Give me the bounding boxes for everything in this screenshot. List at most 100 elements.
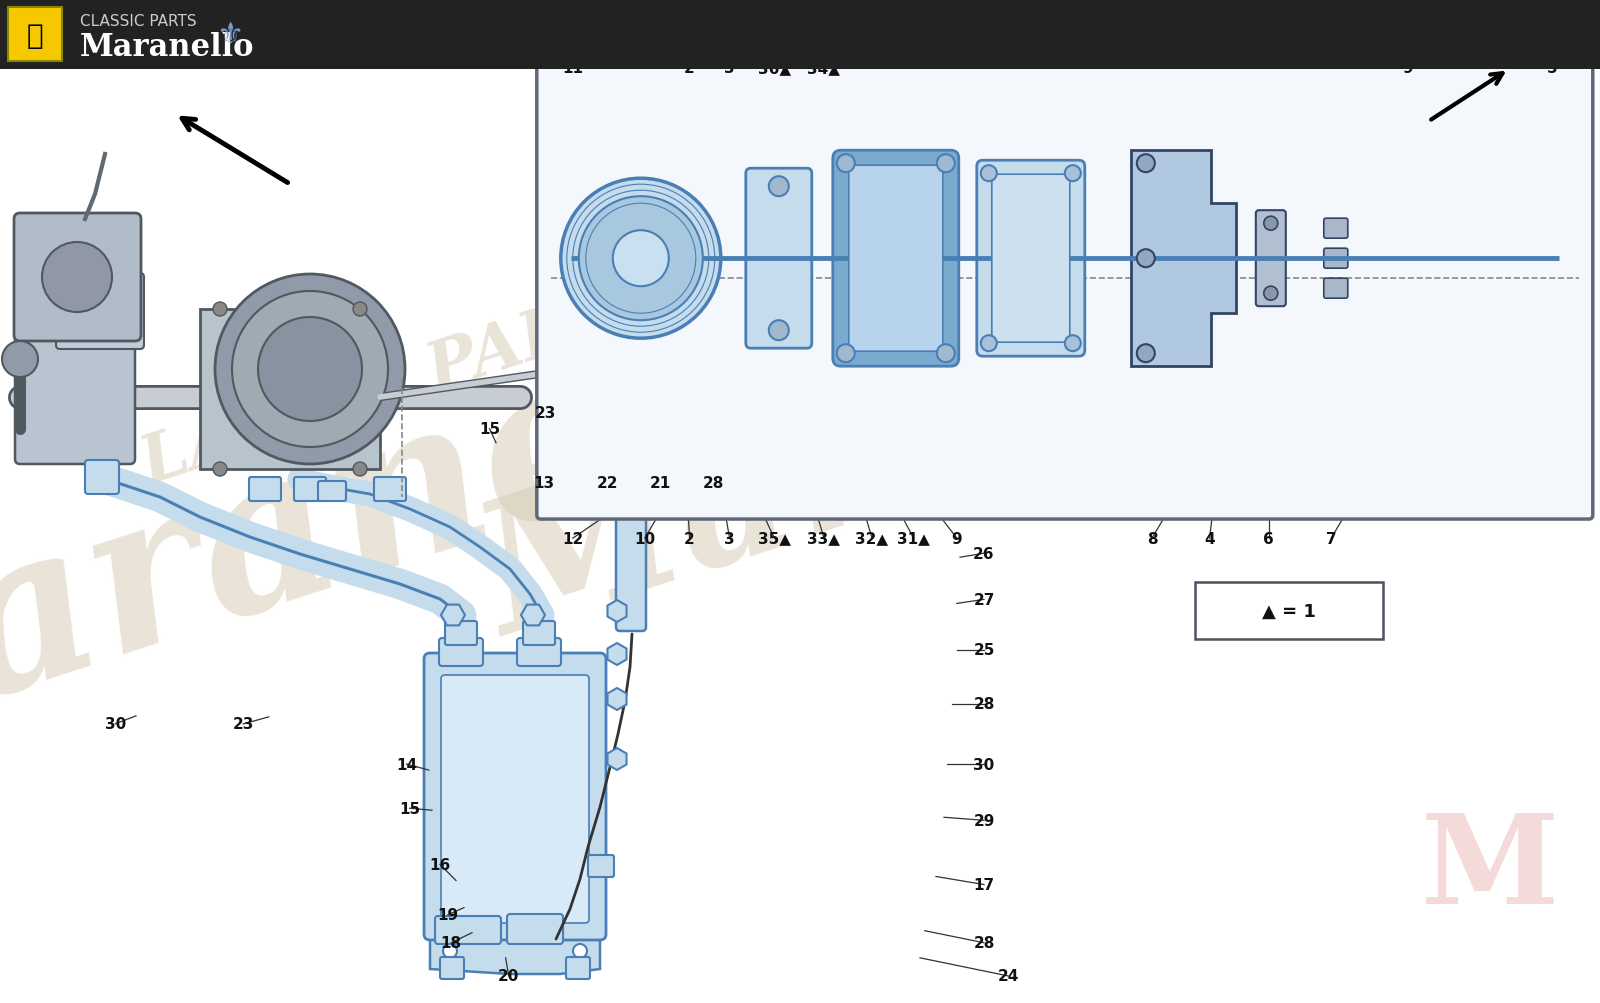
FancyBboxPatch shape xyxy=(14,335,134,464)
Circle shape xyxy=(613,231,669,287)
Text: 11: 11 xyxy=(562,61,584,75)
Circle shape xyxy=(981,336,997,352)
Text: 3: 3 xyxy=(725,61,734,75)
Text: 30: 30 xyxy=(973,757,995,771)
Text: 24: 24 xyxy=(997,969,1019,983)
Circle shape xyxy=(562,179,722,339)
Text: 19: 19 xyxy=(437,908,459,922)
FancyBboxPatch shape xyxy=(1256,211,1286,307)
FancyBboxPatch shape xyxy=(1323,249,1347,269)
Text: 33▲: 33▲ xyxy=(808,532,840,546)
Text: 29: 29 xyxy=(973,813,995,827)
Text: ⚜: ⚜ xyxy=(216,21,243,50)
Circle shape xyxy=(443,944,458,958)
Text: 36▲: 36▲ xyxy=(758,61,790,75)
Text: 14: 14 xyxy=(395,757,418,771)
Text: 22: 22 xyxy=(597,476,619,490)
Circle shape xyxy=(837,345,854,363)
Text: 31▲: 31▲ xyxy=(898,532,930,546)
Text: 9: 9 xyxy=(952,532,962,546)
Text: 10: 10 xyxy=(634,532,656,546)
Text: 34▲: 34▲ xyxy=(808,61,840,75)
Text: 17: 17 xyxy=(973,878,995,892)
Text: 28: 28 xyxy=(973,936,995,950)
Text: CLASSIC PARTS: CLASSIC PARTS xyxy=(80,14,197,29)
FancyBboxPatch shape xyxy=(8,8,62,62)
Text: Maranello: Maranello xyxy=(462,187,1498,673)
Circle shape xyxy=(213,462,227,476)
Text: 28: 28 xyxy=(973,697,995,711)
Text: 🐴: 🐴 xyxy=(27,22,43,50)
Text: 7: 7 xyxy=(1326,532,1336,546)
Text: 4: 4 xyxy=(1205,532,1214,546)
Text: 15: 15 xyxy=(398,801,421,815)
Text: 5: 5 xyxy=(1547,61,1557,75)
Polygon shape xyxy=(442,605,466,626)
Circle shape xyxy=(579,197,702,321)
Text: 2: 2 xyxy=(685,61,694,75)
FancyBboxPatch shape xyxy=(1195,583,1382,639)
FancyBboxPatch shape xyxy=(507,914,563,944)
FancyBboxPatch shape xyxy=(1323,279,1347,299)
Text: 28: 28 xyxy=(702,476,725,490)
FancyBboxPatch shape xyxy=(0,0,1600,70)
Circle shape xyxy=(547,350,589,389)
Text: 30: 30 xyxy=(104,717,126,731)
Circle shape xyxy=(938,345,955,363)
Polygon shape xyxy=(200,310,381,469)
FancyBboxPatch shape xyxy=(294,477,326,502)
Text: CLASSIC PARTS: CLASSIC PARTS xyxy=(83,266,677,514)
FancyBboxPatch shape xyxy=(1323,219,1347,239)
Text: Maranello: Maranello xyxy=(0,240,938,818)
Polygon shape xyxy=(522,605,546,626)
FancyBboxPatch shape xyxy=(424,653,606,940)
Polygon shape xyxy=(608,748,627,770)
FancyBboxPatch shape xyxy=(992,175,1070,343)
Text: 18: 18 xyxy=(440,936,462,950)
FancyBboxPatch shape xyxy=(442,675,589,923)
Circle shape xyxy=(214,275,405,464)
FancyBboxPatch shape xyxy=(250,477,282,502)
Circle shape xyxy=(606,362,643,397)
FancyBboxPatch shape xyxy=(374,477,406,502)
Circle shape xyxy=(232,292,387,447)
FancyBboxPatch shape xyxy=(523,622,555,645)
FancyBboxPatch shape xyxy=(435,916,501,944)
Text: 6: 6 xyxy=(1264,532,1274,546)
Polygon shape xyxy=(1131,151,1235,367)
FancyBboxPatch shape xyxy=(517,638,562,666)
FancyBboxPatch shape xyxy=(616,475,646,631)
Text: ▲ = 1: ▲ = 1 xyxy=(1262,602,1315,620)
Circle shape xyxy=(1138,155,1155,174)
Circle shape xyxy=(618,458,645,486)
Text: Maranello: Maranello xyxy=(80,32,254,63)
FancyBboxPatch shape xyxy=(978,161,1085,357)
Text: M: M xyxy=(1421,808,1558,930)
Text: 12: 12 xyxy=(562,532,584,546)
Circle shape xyxy=(354,303,366,317)
Circle shape xyxy=(213,303,227,317)
FancyBboxPatch shape xyxy=(85,460,118,494)
Circle shape xyxy=(258,318,362,421)
Circle shape xyxy=(1138,250,1155,268)
Polygon shape xyxy=(608,688,627,710)
Text: 26: 26 xyxy=(973,547,995,561)
FancyBboxPatch shape xyxy=(318,481,346,502)
Circle shape xyxy=(573,944,587,958)
Text: 35▲: 35▲ xyxy=(758,532,790,546)
Polygon shape xyxy=(608,601,627,623)
Text: 23: 23 xyxy=(534,406,557,420)
Polygon shape xyxy=(608,643,627,665)
Circle shape xyxy=(1066,336,1082,352)
FancyBboxPatch shape xyxy=(538,18,1594,520)
FancyBboxPatch shape xyxy=(746,170,811,349)
FancyBboxPatch shape xyxy=(14,214,141,342)
FancyBboxPatch shape xyxy=(438,638,483,666)
Circle shape xyxy=(770,177,789,197)
Circle shape xyxy=(938,155,955,174)
FancyBboxPatch shape xyxy=(440,957,464,979)
Text: 9: 9 xyxy=(1403,61,1413,75)
Text: 25: 25 xyxy=(973,643,995,657)
Text: 3: 3 xyxy=(725,532,734,546)
Circle shape xyxy=(1264,217,1278,231)
